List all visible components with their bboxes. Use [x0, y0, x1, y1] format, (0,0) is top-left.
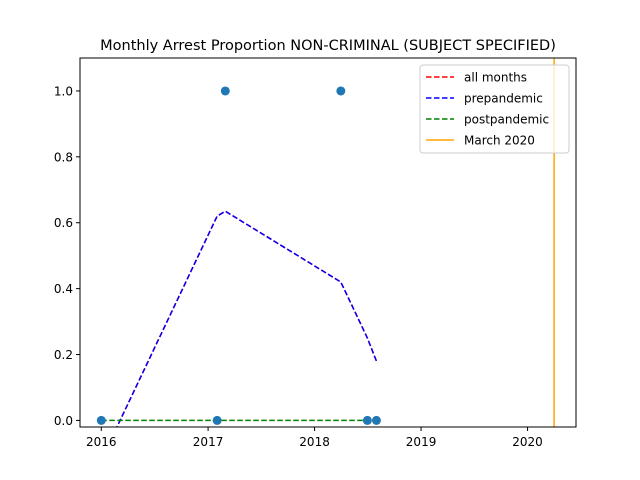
legend-label: March 2020 [464, 134, 535, 148]
legend: all months prepandemic postpandemic March 2… [419, 64, 570, 154]
y-tick-label: 0.4 [54, 282, 73, 296]
legend-box [419, 64, 570, 154]
plot-area [96, 58, 555, 427]
data-point [212, 415, 222, 425]
legend-label: all months [464, 71, 527, 85]
chart-title: Monthly Arrest Proportion NON-CRIMINAL (… [100, 38, 556, 54]
x-tick-label: 2017 [193, 435, 224, 449]
x-axis: 2016 2017 2018 2019 2020 [86, 427, 543, 449]
x-tick-label: 2019 [406, 435, 437, 449]
y-tick-label: 0.6 [54, 216, 73, 230]
data-point [336, 86, 346, 96]
series-line-0 [116, 210, 378, 427]
y-tick-label: 0.8 [54, 150, 73, 164]
legend-label: postpandemic [464, 113, 549, 127]
data-point [362, 415, 372, 425]
series-line-1 [116, 210, 378, 427]
data-point [96, 415, 106, 425]
x-tick-label: 2020 [512, 435, 543, 449]
y-tick-label: 1.0 [54, 84, 73, 98]
y-tick-label: 0.0 [54, 414, 73, 428]
x-tick-label: 2016 [86, 435, 117, 449]
y-axis: 0.0 0.2 0.4 0.6 0.8 1.0 [54, 84, 80, 428]
legend-label: prepandemic [464, 92, 543, 106]
data-point [220, 86, 230, 96]
x-tick-label: 2018 [299, 435, 330, 449]
y-tick-label: 0.2 [54, 348, 73, 362]
axes-frame [79, 57, 577, 428]
data-point [371, 415, 381, 425]
